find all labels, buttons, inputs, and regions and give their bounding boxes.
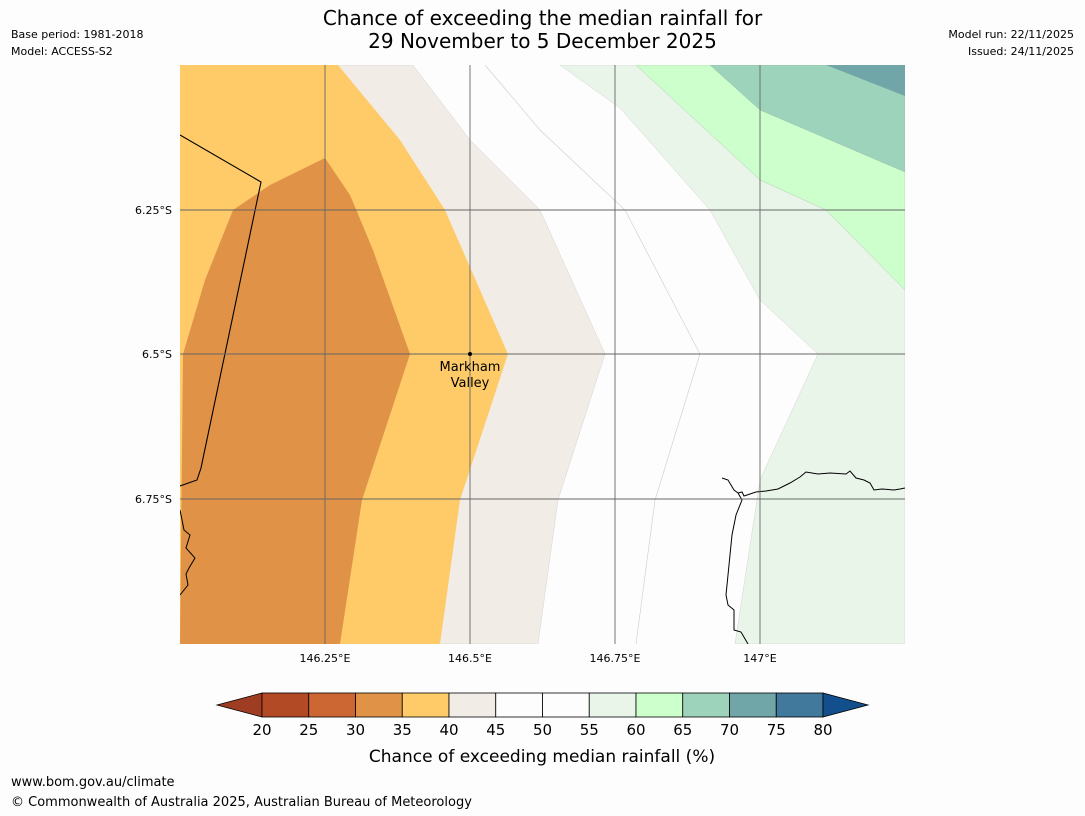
model-name: Model: ACCESS-S2 <box>11 45 113 58</box>
lon-label: 146.5°E <box>448 652 492 665</box>
colorbar-bin <box>261 692 310 718</box>
band-65-70 <box>709 65 905 173</box>
title-line-2: 29 November to 5 December 2025 <box>368 29 717 53</box>
colorbar-bin <box>495 692 543 718</box>
colorbar-bin <box>448 692 497 718</box>
colorbar-bin <box>542 692 590 718</box>
colorbar-tick-label: 50 <box>533 721 552 739</box>
model-run: Model run: 22/11/2025 <box>948 28 1074 41</box>
lon-label: 146.75°E <box>590 652 641 665</box>
lat-label: 6.75°S <box>135 493 172 506</box>
contour-50 <box>484 65 701 644</box>
colorbar: 20 25 30 35 40 45 50 55 60 65 70 75 80 Chance of exc… <box>215 692 870 767</box>
lat-label: 6.25°S <box>135 204 172 217</box>
colorbar-bin <box>308 692 356 718</box>
colorbar-tick-label: 25 <box>299 721 318 739</box>
colorbar-bin <box>682 692 730 718</box>
lon-label: 146.25°E <box>300 652 351 665</box>
colorbar-tick-label: 80 <box>813 721 832 739</box>
colorbar-tick-label: 75 <box>767 721 786 739</box>
colorbar-tick-label: 45 <box>486 721 505 739</box>
colorbar-bin <box>775 692 824 718</box>
border-line <box>180 134 262 487</box>
place-marker <box>468 352 472 356</box>
colorbar-tick-label: 55 <box>580 721 599 739</box>
colorbar-bin <box>355 692 403 718</box>
colorbar-over-arrow <box>822 692 870 718</box>
map-title: Chance of exceeding the median rainfall … <box>0 7 1085 53</box>
lat-labels: 6.25°S 6.5°S 6.75°S <box>135 204 172 506</box>
map-area <box>180 65 905 644</box>
coastline-peninsula <box>725 492 749 644</box>
colorbar-tick-label: 30 <box>346 721 365 739</box>
place-label-line1: Markham <box>440 360 501 375</box>
base-period: Base period: 1981-2018 <box>11 28 144 41</box>
colorbar-bin <box>729 692 777 718</box>
place-label-line2: Valley <box>451 376 490 391</box>
lon-labels: 146.25°E 146.5°E 146.75°E 147°E <box>300 652 777 665</box>
colorbar-tick-label: 65 <box>673 721 692 739</box>
title-line-1: Chance of exceeding the median rainfall … <box>322 6 763 30</box>
meta-right: Model run: 22/11/2025 Issued: 24/11/2025 <box>948 26 1074 60</box>
colorbar-tick-label: 35 <box>393 721 412 739</box>
lon-label: 147°E <box>743 652 776 665</box>
band-30-35 <box>180 158 410 644</box>
colorbar-tick-label: 70 <box>720 721 739 739</box>
colorbar-tick-label: 60 <box>626 721 645 739</box>
meta-left: Base period: 1981-2018 Model: ACCESS-S2 <box>11 26 143 60</box>
colorbar-label: Chance of exceeding median rainfall (%) <box>369 747 715 767</box>
lat-label: 6.5°S <box>142 348 172 361</box>
footer-url[interactable]: www.bom.gov.au/climate <box>11 775 175 790</box>
colorbar-tick-label: 40 <box>439 721 458 739</box>
colorbar-under-arrow <box>215 692 263 718</box>
footer-copyright: © Commonwealth of Australia 2025, Austra… <box>11 795 472 810</box>
coastline-east <box>721 470 905 497</box>
colorbar-bin <box>401 692 450 718</box>
band-70-75 <box>826 65 905 96</box>
colorbar-tick-label: 20 <box>252 721 271 739</box>
colorbar-bin <box>588 692 637 718</box>
graticule <box>180 65 905 644</box>
colorbar-bin <box>635 692 684 718</box>
coastline-west <box>180 509 196 596</box>
issued-date: Issued: 24/11/2025 <box>967 45 1074 58</box>
